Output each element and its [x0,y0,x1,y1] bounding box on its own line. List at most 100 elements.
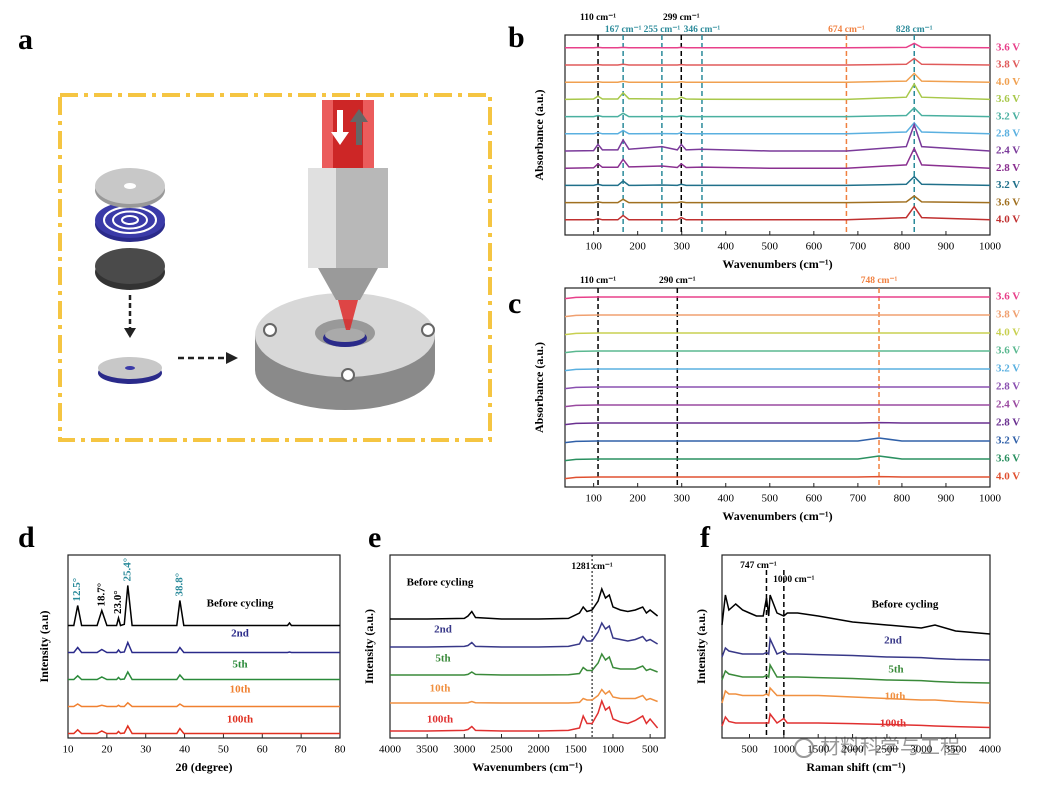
peak-label: 38.8° [173,573,185,597]
x-tick-label: 700 [850,493,867,505]
x-axis-title: 2θ (degree) [175,760,232,774]
panel-label: e [368,521,381,554]
series-label: 2nd [231,628,249,640]
series-label: 3.8 V [996,309,1020,321]
spectrum [68,670,340,681]
x-tick-label: 3500 [416,744,439,756]
series-label: 5th [888,664,903,676]
series-label: 3.2 V [996,435,1020,447]
x-axis-title: Wavenumbers (cm⁻¹) [722,257,832,271]
series-label: 3.6 V [996,453,1020,465]
x-tick-label: 1000 [773,744,796,756]
screw [263,323,277,337]
spectrum [564,404,990,408]
x-axis-title: Wavenumbers (cm⁻¹) [472,760,582,774]
spectrum [564,368,990,372]
x-tick-label: 80 [335,744,347,756]
arrow-in [331,110,349,145]
series-label: 3.2 V [996,179,1020,191]
peak-label: 747 cm⁻¹ [740,561,777,571]
objective-tip [318,268,378,300]
spectrum [565,205,991,221]
series-label: Before cycling [407,577,474,589]
peak-label: 299 cm⁻¹ [663,13,700,23]
spectrum [565,175,991,187]
series-label: 3.2 V [996,110,1020,122]
series-label: 10th [230,684,251,696]
panel-label: c [508,287,521,320]
watermark-icon [794,738,814,758]
peak-label: 748 cm⁻¹ [861,276,898,286]
x-tick-label: 500 [741,744,758,756]
x-tick-label: 10 [63,744,75,756]
x-tick-label: 70 [296,744,308,756]
spectrum [564,475,990,480]
spectrum [565,121,991,135]
x-tick-label: 50 [218,744,230,756]
peak-label: 290 cm⁻¹ [659,276,696,286]
schematic [58,93,492,442]
spectrum [564,332,990,336]
spectrum [564,122,991,152]
x-tick-label: 2500 [490,744,513,756]
series-label: 4.0 V [996,76,1020,88]
y-axis-title: Intensity (a.u.) [362,609,376,684]
plot-frame [564,34,991,236]
screw [421,323,435,337]
peak-label: 23.0° [112,590,124,614]
spectrum [564,386,990,390]
x-tick-label: 300 [673,493,690,505]
series-label: 3.6 V [996,196,1020,208]
peak-label: 1281 cm⁻¹ [571,562,613,572]
x-tick-label: 3500 [945,744,968,756]
spiral [112,210,148,230]
laser-focus [338,300,358,330]
series-label: 5th [435,653,450,665]
x-tick-label: 4000 [979,744,1002,756]
spectrum [721,636,991,661]
x-tick-label: 900 [938,241,955,253]
x-tick-label: 1500 [565,744,588,756]
spectrum [721,686,991,704]
spectrum [565,72,991,83]
series-label: 4.0 V [996,214,1020,226]
spectrum [68,585,340,627]
panel-label: b [508,21,525,54]
series-label: 100th [427,714,453,726]
x-tick-label: 600 [806,241,823,253]
x-tick-label: 500 [762,493,779,505]
peak-label: 167 cm⁻¹ [605,25,642,35]
spectrum [564,421,990,426]
x-axis-title: Raman shift (cm⁻¹) [806,760,905,774]
x-tick-label: 200 [629,493,646,505]
spectrum [390,688,658,704]
y-axis-title: Absorbance (a.u.) [532,342,546,433]
peak-label: 110 cm⁻¹ [580,276,616,286]
plot-frame [721,554,991,739]
spectrum [390,698,659,732]
x-tick-label: 1500 [807,744,830,756]
panel-label: a [18,23,33,56]
series-label: 2.4 V [996,399,1020,411]
x-tick-label: 1000 [979,493,1002,505]
x-tick-label: 3000 [453,744,476,756]
spectrum [564,314,990,318]
x-axis-title: Wavenumbers (cm⁻¹) [722,509,832,523]
spectrum [68,724,340,735]
series-label: 3.8 V [996,59,1020,71]
screw [341,368,355,382]
series-label: 3.2 V [996,363,1020,375]
plot-frame [67,554,341,739]
x-tick-label: 200 [629,241,646,253]
x-tick-label: 3000 [910,744,933,756]
spectrum [564,296,990,300]
arrow-head [226,352,238,364]
peak-label: 255 cm⁻¹ [644,25,681,35]
peak-label: 25.4° [121,558,133,582]
dashed-frame [58,93,492,442]
series-label: Before cycling [872,599,939,611]
x-tick-label: 30 [140,744,152,756]
spectrum [565,42,991,49]
spiral [121,215,139,225]
